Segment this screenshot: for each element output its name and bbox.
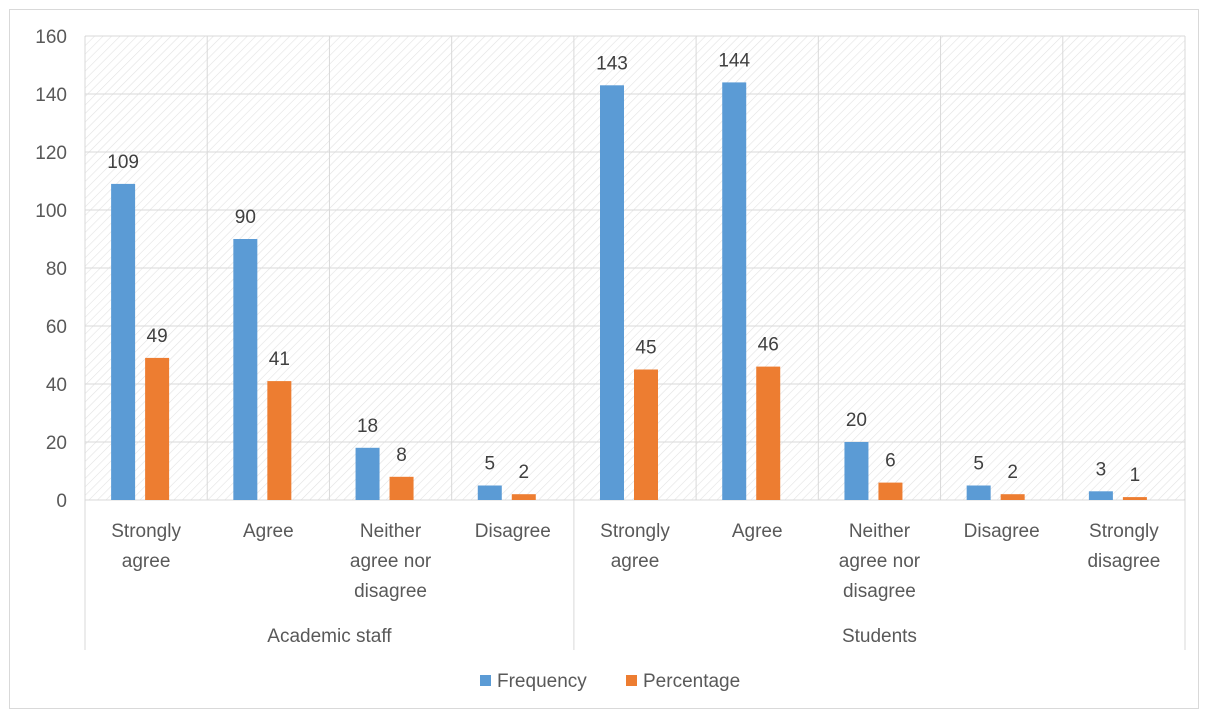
frequency-data-label: 90 bbox=[235, 207, 256, 228]
percentage-bar bbox=[145, 357, 170, 500]
frequency-bar bbox=[966, 485, 991, 500]
percentage-data-label: 46 bbox=[758, 335, 779, 356]
frequency-data-label: 109 bbox=[107, 152, 139, 173]
frequency-bar bbox=[355, 447, 380, 500]
legend-label-frequency: Frequency bbox=[497, 671, 587, 692]
frequency-data-label: 5 bbox=[484, 454, 495, 475]
category-label: Agree bbox=[732, 521, 783, 542]
category-label: disagree bbox=[1087, 551, 1160, 572]
y-tick-label: 80 bbox=[46, 259, 67, 280]
percentage-bar bbox=[1000, 494, 1025, 500]
group-label: Students bbox=[842, 626, 917, 647]
category-label: Strongly bbox=[600, 521, 670, 542]
percentage-data-label: 1 bbox=[1130, 465, 1141, 486]
legend-swatch-percentage bbox=[626, 675, 637, 686]
frequency-bar bbox=[722, 82, 747, 501]
percentage-bar bbox=[511, 494, 536, 500]
legend-swatch-frequency bbox=[480, 675, 491, 686]
category-label: Strongly bbox=[1089, 521, 1159, 542]
percentage-bar bbox=[1122, 497, 1147, 500]
category-label: agree bbox=[611, 551, 660, 572]
percentage-data-label: 6 bbox=[885, 451, 896, 472]
percentage-data-label: 2 bbox=[1007, 462, 1018, 483]
group-label: Academic staff bbox=[267, 626, 392, 647]
percentage-bar bbox=[878, 482, 903, 500]
percentage-data-label: 49 bbox=[147, 326, 168, 347]
y-tick-label: 140 bbox=[35, 85, 67, 106]
category-label: agree nor bbox=[350, 551, 432, 572]
frequency-data-label: 143 bbox=[596, 53, 628, 74]
frequency-bar bbox=[844, 442, 869, 500]
category-label: agree nor bbox=[839, 551, 921, 572]
percentage-data-label: 45 bbox=[635, 338, 656, 359]
y-tick-label: 0 bbox=[56, 491, 67, 512]
category-label: Disagree bbox=[964, 521, 1040, 542]
y-tick-label: 160 bbox=[35, 27, 67, 48]
category-label: Agree bbox=[243, 521, 294, 542]
category-label: disagree bbox=[843, 581, 916, 602]
y-tick-label: 40 bbox=[46, 375, 67, 396]
category-label: Disagree bbox=[475, 521, 551, 542]
category-label: Neither bbox=[360, 521, 422, 542]
frequency-data-label: 5 bbox=[973, 454, 984, 475]
percentage-bar bbox=[634, 369, 658, 500]
category-label: Neither bbox=[849, 521, 911, 542]
y-tick-label: 20 bbox=[46, 433, 67, 454]
category-label: agree bbox=[122, 551, 171, 572]
frequency-data-label: 18 bbox=[357, 416, 378, 437]
frequency-bar bbox=[233, 239, 258, 500]
percentage-bar bbox=[756, 366, 781, 500]
frequency-bar bbox=[111, 183, 136, 500]
legend-label-percentage: Percentage bbox=[643, 671, 740, 692]
frequency-bar bbox=[600, 85, 624, 501]
percentage-data-label: 8 bbox=[396, 445, 407, 466]
frequency-bar bbox=[477, 485, 502, 500]
frequency-data-label: 144 bbox=[718, 50, 750, 71]
y-tick-label: 120 bbox=[35, 143, 67, 164]
percentage-data-label: 41 bbox=[269, 349, 290, 370]
chart-frame: 0 20 40 60 80 100 120 140 160 Strongly agree Agree N… bbox=[9, 9, 1199, 709]
frequency-bar bbox=[1088, 491, 1113, 500]
percentage-bar bbox=[267, 381, 292, 500]
percentage-data-label: 2 bbox=[518, 462, 529, 483]
frequency-data-label: 20 bbox=[846, 410, 867, 431]
frequency-data-label: 3 bbox=[1096, 459, 1107, 480]
category-label: Strongly bbox=[111, 521, 181, 542]
category-label: disagree bbox=[354, 581, 427, 602]
y-tick-label: 60 bbox=[46, 317, 67, 338]
percentage-bar bbox=[389, 476, 414, 500]
y-tick-label: 100 bbox=[35, 201, 67, 222]
